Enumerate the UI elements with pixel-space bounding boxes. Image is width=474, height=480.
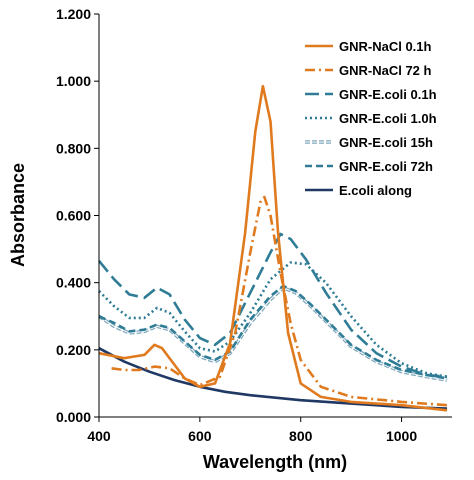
legend-label: GNR-E.coli 0.1h (339, 87, 437, 102)
legend-label: GNR-E.coli 1.0h (339, 111, 437, 126)
series-line-gnr-nacl-0-1h (98, 84, 448, 412)
legend: GNR-NaCl 0.1h GNR-NaCl 72 h GNR-E.coli 0.1… (305, 39, 437, 198)
legend-label: GNR-NaCl 72 h (339, 63, 432, 78)
series-layer (97, 84, 448, 412)
y-tick-label: 1.000 (56, 73, 91, 89)
x-tick-label: 600 (188, 428, 212, 444)
series-line-gnr-e-coli-72h (98, 284, 448, 380)
y-tick-label: 0.200 (56, 342, 91, 358)
legend-label: GNR-NaCl 0.1h (339, 39, 432, 54)
series-line-gnr-e-coli-0-1h (97, 232, 448, 378)
y-axis-ticks: 0.000 0.200 0.400 0.600 0.800 1.000 1.200 (56, 6, 99, 425)
legend-label: GNR-E.coli 72h (339, 159, 433, 174)
x-axis-ticks: 400 600 800 1000 (87, 417, 417, 444)
y-tick-label: 0.600 (56, 208, 91, 224)
y-axis-title: Absorbance (8, 163, 28, 267)
x-tick-label: 800 (289, 428, 313, 444)
y-tick-label: 0.400 (56, 275, 91, 291)
y-tick-label: 0.800 (56, 140, 91, 156)
y-tick-label: 1.200 (56, 6, 91, 22)
x-tick-label: 1000 (386, 428, 417, 444)
legend-label: E.coli along (339, 183, 412, 198)
legend-label: GNR-E.coli 15h (339, 135, 433, 150)
x-tick-label: 400 (87, 428, 111, 444)
y-tick-label: 0.000 (56, 409, 91, 425)
series-line-gnr-e-coli-1-0h (98, 261, 448, 378)
series-line-gnr-nacl-72-h (111, 195, 448, 407)
series-line-inner-gnr-e-coli-15h (98, 287, 448, 381)
x-axis-title: Wavelength (nm) (203, 452, 347, 472)
